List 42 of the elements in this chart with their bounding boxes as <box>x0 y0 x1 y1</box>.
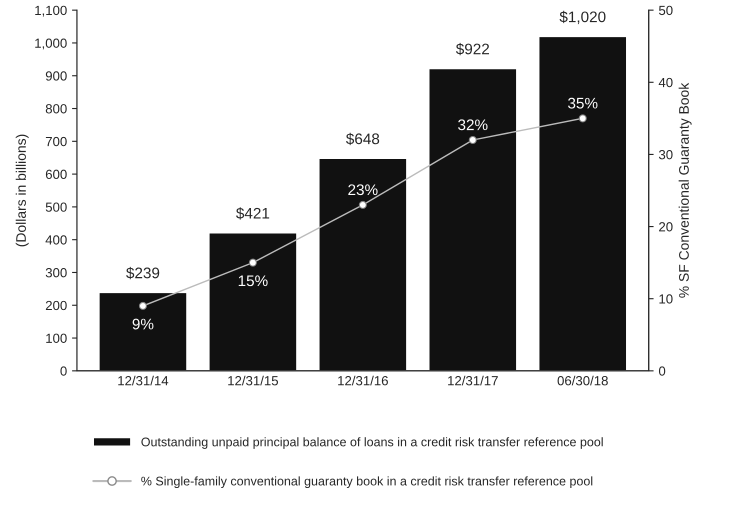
y2-tick-label: 20 <box>659 222 673 232</box>
x-tick-label: 12/31/17 <box>448 376 498 386</box>
x-tick-label: 12/31/15 <box>228 376 278 386</box>
y-tick-label: 1,100 <box>35 6 67 17</box>
y-tick-label: 200 <box>46 300 67 310</box>
y-tick-label: 800 <box>46 104 67 114</box>
data-label: 23% <box>348 184 378 196</box>
data-label: $1,020 <box>560 10 606 24</box>
bar <box>428 68 518 371</box>
y2-tick-label: 40 <box>658 78 673 88</box>
y2-tick-label: 50 <box>658 6 673 16</box>
data-label: 32% <box>458 119 488 130</box>
data-label: 35% <box>568 98 598 109</box>
bar <box>318 158 408 371</box>
bar <box>98 292 188 371</box>
y-tick-label: 300 <box>46 268 67 278</box>
y-tick-label: 900 <box>46 71 67 81</box>
data-label: $922 <box>456 42 490 56</box>
y2-tick-label: 0 <box>658 366 666 376</box>
x-tick-label: 06/30/18 <box>558 376 608 386</box>
y-tick-label: 1,000 <box>35 38 67 50</box>
bar <box>208 232 298 371</box>
y2-axis-title: % SF Conventional Guaranty Book <box>678 82 692 298</box>
data-label: 9% <box>132 318 154 330</box>
data-label: 15% <box>238 275 268 286</box>
data-label: $648 <box>346 132 380 146</box>
y2-tick-label: 30 <box>658 150 673 160</box>
legend-label: Outstanding unpaid principal balance of loans in a credit risk transfer reference pool <box>141 437 603 449</box>
data-label: $239 <box>126 266 160 280</box>
y-axis-title: (Dollars in billions) <box>16 134 29 246</box>
y-tick-label: 400 <box>46 235 67 245</box>
x-tick-label: 12/31/16 <box>338 376 388 386</box>
data-label: $421 <box>236 207 270 220</box>
y-tick-label: 600 <box>46 170 67 180</box>
y-tick-label: 0 <box>60 366 67 376</box>
legend-label: % Single-family conventional guaranty book in a credit risk transfer reference pool <box>141 476 592 488</box>
y-tick-label: 700 <box>46 136 67 146</box>
y2-tick-label: 10 <box>659 294 673 304</box>
bar <box>538 36 628 371</box>
x-tick-label: 12/31/14 <box>118 376 168 386</box>
y-tick-label: 500 <box>46 202 67 212</box>
y-tick-label: 100 <box>46 334 67 343</box>
